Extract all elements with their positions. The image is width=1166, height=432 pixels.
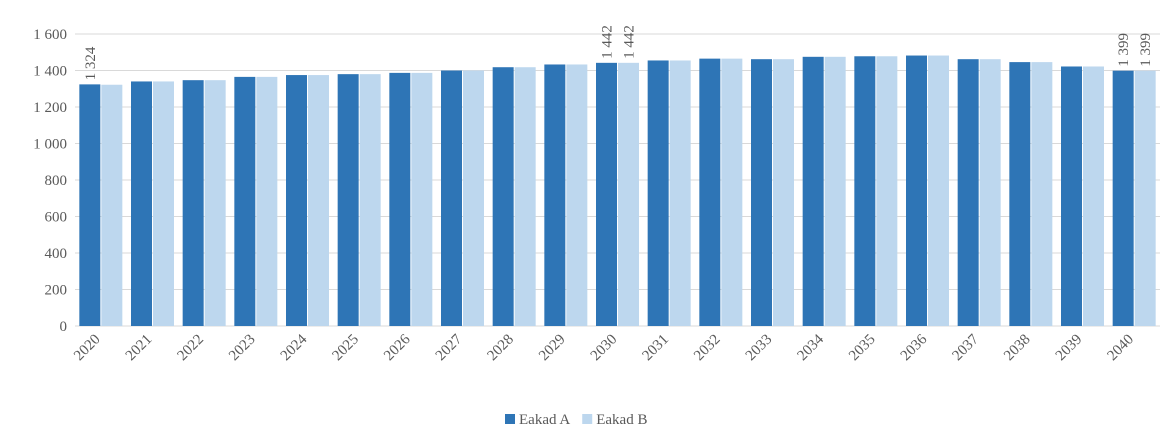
bar: [1134, 70, 1156, 327]
bar: [411, 72, 433, 326]
bar: [337, 74, 359, 327]
bar: [721, 58, 743, 326]
x-tick-label: 2035: [846, 332, 879, 365]
bar: [566, 64, 588, 326]
x-tick-label: 2025: [329, 332, 362, 365]
x-tick-label: 2037: [949, 331, 982, 364]
bar: [802, 56, 824, 326]
x-tick-label: 2034: [794, 331, 827, 364]
y-tick-label: 0: [60, 319, 68, 335]
bar: [441, 70, 462, 326]
bar: [544, 64, 566, 326]
bar: [906, 55, 927, 326]
x-tick-label: 2040: [1104, 332, 1137, 365]
x-tick-label: 2032: [691, 332, 724, 365]
bar: [359, 74, 381, 327]
y-tick-label: 1 600: [33, 27, 67, 43]
bar: [618, 62, 639, 327]
x-tick-label: 2022: [174, 332, 207, 365]
x-tick-label: 2033: [743, 332, 776, 365]
bar: [1112, 70, 1134, 327]
bar: [876, 56, 898, 326]
bar: [256, 76, 278, 326]
x-tick-label: 2036: [898, 331, 931, 364]
bar: [182, 80, 204, 326]
legend-swatch: [582, 414, 593, 424]
data-label: 1 399: [1138, 33, 1154, 67]
y-tick-label: 1 200: [33, 100, 67, 116]
bar: [1009, 62, 1031, 326]
bar: [699, 58, 721, 326]
bar: [153, 81, 174, 326]
bar: [1061, 66, 1082, 327]
x-tick-label: 2030: [588, 332, 621, 365]
bar: [647, 60, 669, 327]
bar: [131, 81, 152, 326]
legend-label: Eakad B: [596, 412, 647, 428]
bar: [389, 72, 411, 326]
bar: [824, 56, 846, 326]
data-label: 1 442: [600, 25, 616, 59]
bar: [204, 80, 226, 326]
bar: [751, 59, 772, 327]
bar: [773, 59, 794, 327]
bar: [234, 76, 256, 326]
bar: [1031, 62, 1053, 326]
y-tick-label: 400: [45, 246, 68, 262]
x-tick-label: 2038: [1001, 332, 1034, 365]
bar: [308, 75, 329, 326]
x-tick-label: 2021: [123, 332, 156, 365]
legend-swatch: [505, 414, 515, 424]
y-tick-label: 1 000: [33, 137, 67, 153]
data-label: 1 399: [1116, 33, 1132, 67]
y-tick-label: 800: [45, 173, 68, 189]
bar: [928, 55, 949, 326]
bar: [596, 62, 617, 327]
x-tick-label: 2024: [278, 331, 311, 364]
y-tick-label: 200: [45, 283, 68, 299]
bar: [79, 84, 101, 327]
bar: [979, 59, 1001, 327]
data-label: 1 324: [83, 46, 99, 80]
bar: [514, 67, 536, 326]
y-tick-label: 1 400: [33, 64, 67, 80]
bar: [1083, 66, 1104, 327]
bar: [492, 67, 514, 326]
bar: [101, 84, 123, 326]
y-tick-label: 600: [45, 210, 68, 226]
bar: [463, 70, 484, 326]
bar: [669, 60, 691, 327]
x-tick-label: 2020: [71, 332, 104, 365]
bar: [957, 59, 979, 327]
bar: [286, 75, 307, 326]
legend-label: Eakad A: [519, 412, 570, 428]
x-tick-label: 2031: [639, 332, 672, 365]
data-label: 1 442: [622, 25, 638, 59]
x-tick-label: 2028: [484, 332, 517, 365]
x-tick-label: 2029: [536, 332, 569, 365]
x-tick-label: 2026: [381, 331, 414, 364]
bar: [854, 56, 876, 326]
x-tick-label: 2039: [1053, 332, 1086, 365]
x-tick-label: 2023: [226, 332, 259, 365]
x-tick-label: 2027: [433, 331, 466, 364]
